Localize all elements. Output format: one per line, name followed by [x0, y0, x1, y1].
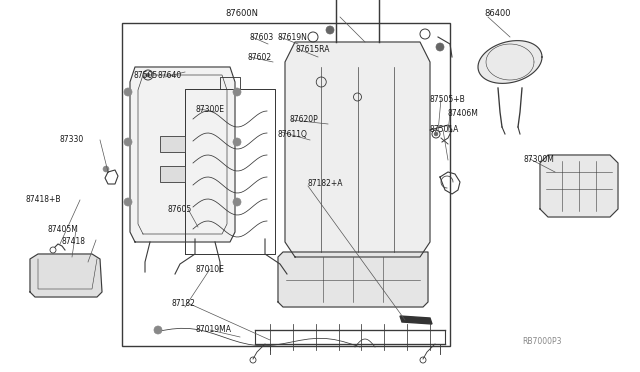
Text: 87602: 87602	[247, 52, 271, 61]
Circle shape	[103, 166, 109, 172]
Polygon shape	[540, 155, 618, 217]
Text: 87406M: 87406M	[447, 109, 478, 119]
Circle shape	[326, 26, 334, 34]
Text: 87182: 87182	[172, 299, 196, 308]
Polygon shape	[30, 254, 102, 297]
Circle shape	[233, 88, 241, 96]
Circle shape	[154, 326, 162, 334]
Circle shape	[124, 88, 132, 96]
Text: 87603: 87603	[249, 32, 273, 42]
Circle shape	[124, 198, 132, 206]
Circle shape	[233, 198, 241, 206]
Text: 87418: 87418	[62, 237, 86, 247]
Text: 87019MA: 87019MA	[196, 326, 232, 334]
Circle shape	[146, 73, 150, 77]
Bar	[160, 136, 185, 152]
Circle shape	[233, 138, 241, 146]
Text: 87300M: 87300M	[524, 155, 555, 164]
Text: 87620P: 87620P	[290, 115, 319, 125]
Text: 87505+B: 87505+B	[430, 94, 466, 103]
Text: 87619N: 87619N	[278, 32, 308, 42]
Text: 87330: 87330	[60, 135, 84, 144]
Circle shape	[124, 138, 132, 146]
Polygon shape	[285, 42, 430, 257]
Bar	[160, 166, 185, 182]
Text: 87182+A: 87182+A	[308, 180, 344, 189]
Text: 87640: 87640	[158, 71, 182, 80]
Polygon shape	[400, 316, 432, 324]
Text: 87600N: 87600N	[225, 10, 258, 19]
Polygon shape	[278, 252, 428, 307]
Text: 86400: 86400	[484, 10, 511, 19]
Text: 87605: 87605	[168, 205, 192, 214]
Text: 87505: 87505	[134, 71, 158, 80]
Text: RB7000P3: RB7000P3	[522, 337, 561, 346]
Polygon shape	[130, 67, 235, 242]
Circle shape	[434, 132, 438, 136]
Bar	[122, 23, 450, 346]
Polygon shape	[478, 41, 542, 83]
Text: 87611Q: 87611Q	[278, 129, 308, 138]
Text: 87405M: 87405M	[48, 225, 79, 234]
Circle shape	[436, 43, 444, 51]
Text: 87615RA: 87615RA	[296, 45, 330, 55]
Text: 87418+B: 87418+B	[25, 196, 61, 205]
Text: 87010E: 87010E	[196, 264, 225, 273]
Text: 87501A: 87501A	[430, 125, 460, 135]
Text: 87300E: 87300E	[196, 105, 225, 113]
